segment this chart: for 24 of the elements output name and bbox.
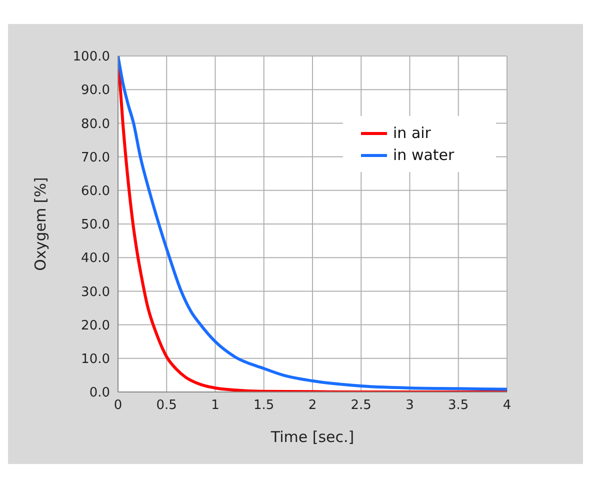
y-tick-label: 70.0 — [81, 150, 110, 166]
y-tick-label: 40.0 — [81, 251, 110, 266]
x-tick-label: 1 — [211, 398, 220, 414]
x-tick-label: 3.5 — [448, 398, 469, 414]
x-tick-label: 2.5 — [350, 398, 372, 414]
legend-label: in water — [393, 146, 454, 164]
y-tick-label: 50.0 — [81, 218, 110, 233]
y-tick-label: 30.0 — [81, 284, 110, 300]
y-tick-label: 60.0 — [81, 184, 110, 200]
y-tick-label: 90.0 — [81, 83, 110, 98]
y-axis-title: Oxygem [%] — [31, 177, 50, 271]
y-tick-label: 100.0 — [72, 50, 110, 65]
y-tick-label: 80.0 — [81, 116, 110, 132]
y-tick-label: 0.0 — [89, 386, 110, 401]
y-tick-label: 20.0 — [81, 318, 110, 334]
x-tick-label: 0.5 — [156, 398, 177, 414]
x-tick-label: 2 — [308, 398, 317, 414]
x-tick-label: 0 — [114, 398, 122, 414]
legend-label: in air — [393, 124, 431, 142]
y-tick-label: 10.0 — [81, 352, 110, 368]
x-axis-title: Time [sec.] — [270, 428, 354, 446]
x-tick-label: 1.5 — [254, 398, 274, 414]
x-tick-label: 4 — [502, 398, 512, 414]
x-tick-label: 3 — [406, 398, 414, 414]
